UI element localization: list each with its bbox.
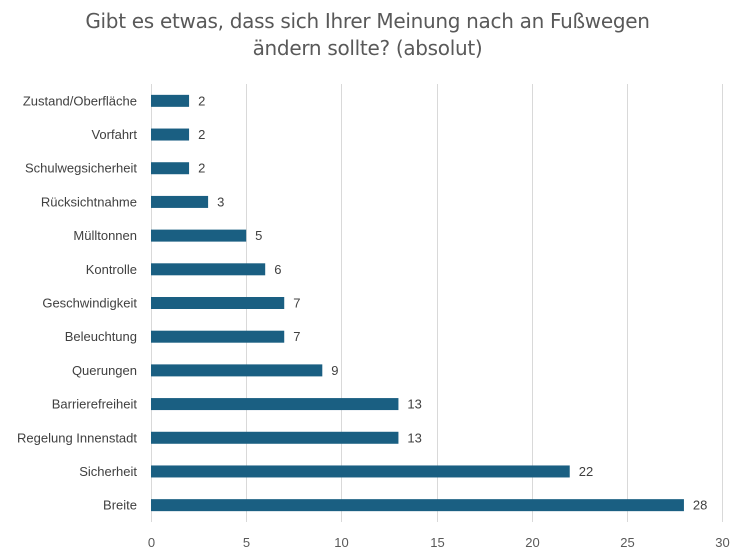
bar [151, 195, 209, 208]
category-label: Querungen [72, 363, 137, 378]
data-label: 3 [217, 194, 224, 209]
bar [151, 162, 190, 175]
data-label: 9 [331, 363, 338, 378]
data-label: 5 [255, 228, 262, 243]
category-label: Schulwegsicherheit [25, 161, 137, 176]
bar [151, 330, 285, 343]
x-axis-ticks: 0 5 10 15 20 25 30 [148, 535, 730, 550]
category-label: Barrierefreiheit [52, 397, 138, 412]
data-label: 6 [274, 262, 281, 277]
category-label: Regelung Innenstadt [17, 430, 137, 445]
gridlines [151, 84, 723, 522]
x-tick-label: 0 [148, 535, 155, 550]
category-label: Geschwindigkeit [42, 296, 137, 311]
x-tick-label: 30 [715, 535, 729, 550]
category-label: Zustand/Oberfläche [23, 93, 137, 108]
data-label: 2 [198, 127, 205, 142]
data-label: 13 [407, 397, 421, 412]
bar [151, 364, 323, 377]
category-label: Beleuchtung [65, 329, 137, 344]
bars [151, 94, 684, 512]
x-tick-label: 5 [243, 535, 250, 550]
data-label: 2 [198, 161, 205, 176]
bar [151, 499, 684, 512]
bar [151, 465, 570, 478]
bar [151, 431, 399, 444]
x-tick-label: 10 [334, 535, 348, 550]
category-label: Kontrolle [86, 262, 137, 277]
category-label: Vorfahrt [91, 127, 137, 142]
data-label: 2 [198, 93, 205, 108]
x-tick-label: 20 [525, 535, 539, 550]
bar [151, 297, 285, 309]
bar [151, 398, 399, 411]
data-label: 7 [293, 296, 300, 311]
bar [151, 263, 266, 276]
chart-title: Gibt es etwas, dass sich Ihrer Meinung n… [0, 8, 735, 62]
bar [151, 94, 190, 107]
chart-title-line-2: ändern sollte? (absolut) [252, 36, 483, 60]
chart-title-line-1: Gibt es etwas, dass sich Ihrer Meinung n… [85, 9, 650, 33]
data-label: 28 [693, 498, 707, 513]
data-label: 7 [293, 329, 300, 344]
category-label: Breite [103, 498, 137, 513]
category-label: Mülltonnen [73, 228, 137, 243]
x-tick-label: 15 [430, 535, 444, 550]
data-label: 13 [407, 430, 421, 445]
category-label: Sicherheit [79, 464, 137, 479]
category-labels: Zustand/Oberfläche Vorfahrt Schulwegsicher… [17, 93, 137, 512]
category-label: Rücksichtnahme [41, 194, 137, 209]
bar [151, 229, 247, 242]
x-tick-label: 25 [620, 535, 634, 550]
data-label: 22 [579, 464, 593, 479]
bar [151, 128, 190, 141]
